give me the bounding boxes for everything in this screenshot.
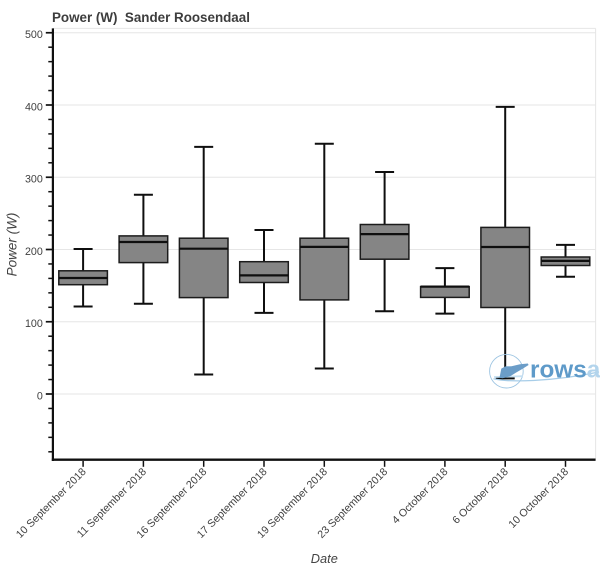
svg-text:400: 400 (25, 101, 43, 113)
svg-text:0: 0 (37, 390, 43, 402)
svg-text:rowsandall: rowsandall (530, 357, 600, 384)
svg-text:Power (W) Sander Roosendaal: Power (W) Sander Roosendaal (52, 10, 250, 25)
svg-text:Date: Date (311, 551, 338, 566)
svg-text:100: 100 (25, 318, 43, 330)
svg-text:300: 300 (25, 174, 43, 186)
svg-text:Power (W): Power (W) (5, 213, 20, 277)
svg-text:200: 200 (25, 246, 43, 258)
svg-text:500: 500 (25, 29, 43, 41)
